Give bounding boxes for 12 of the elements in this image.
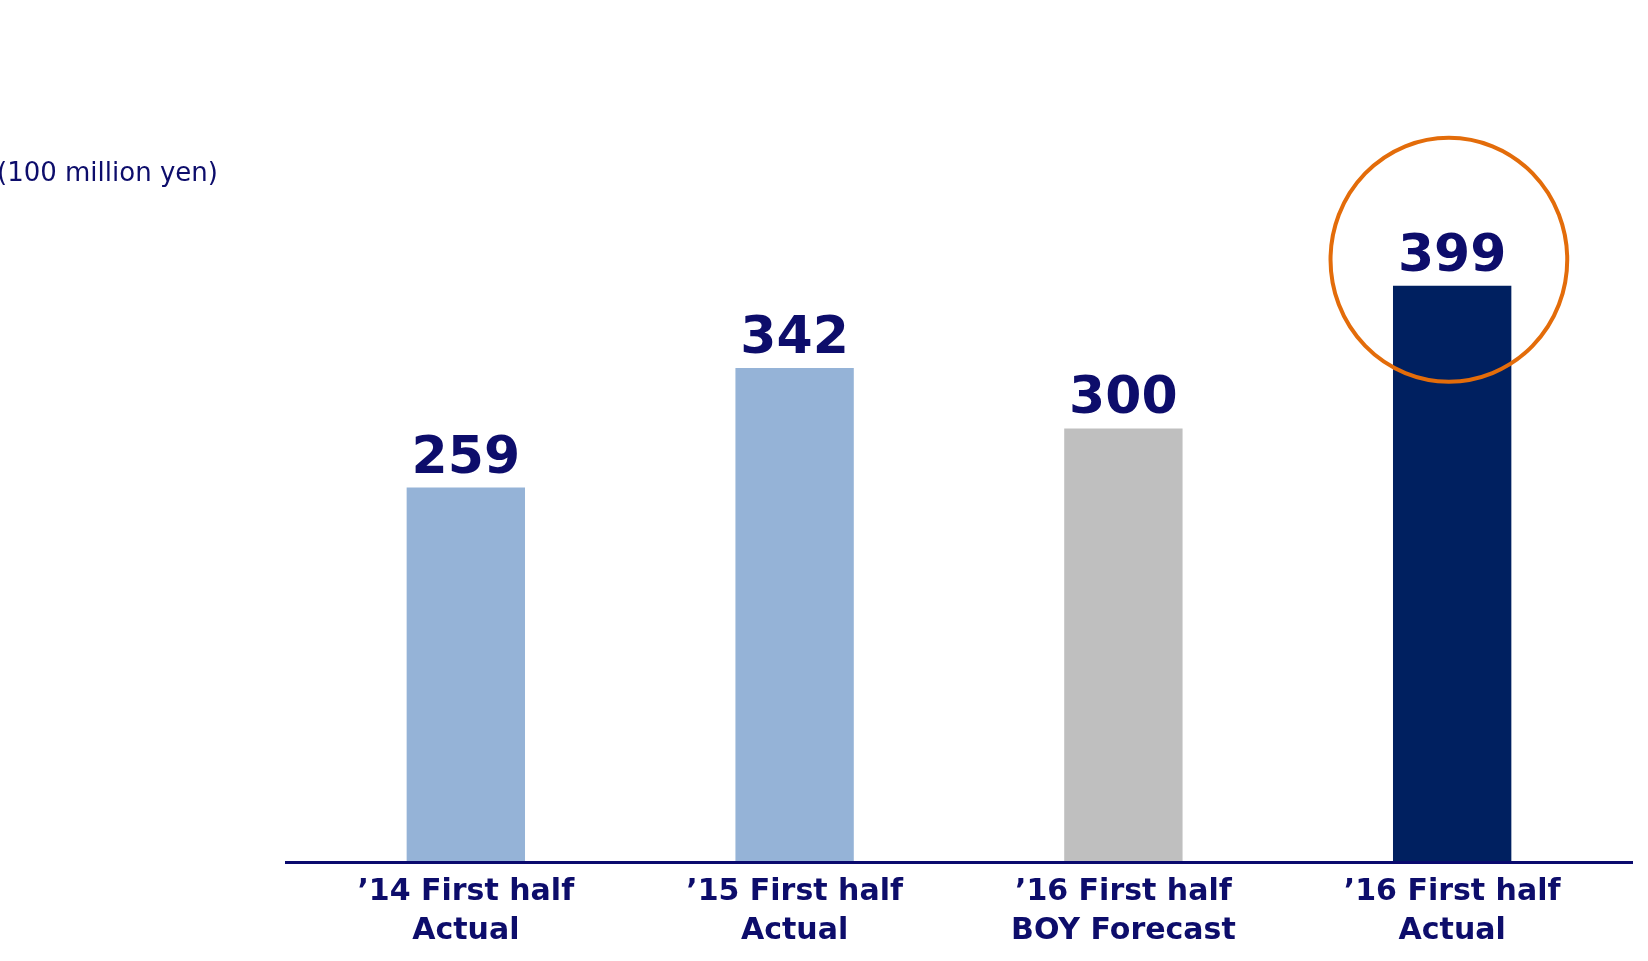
- data-label: 300: [1069, 365, 1178, 426]
- bar: [735, 367, 854, 861]
- bar: [1064, 428, 1183, 861]
- bar: [406, 487, 526, 861]
- text: (100 million yen): [0, 157, 218, 187]
- data-label: 259: [411, 424, 521, 485]
- x-tick-label: ’15 First half Actual: [686, 872, 904, 946]
- x-tick-label: ’14 First half Actual: [357, 872, 576, 946]
- data-label: 342: [740, 304, 849, 365]
- x-tick-label: ’16 First half BOY Forecast: [1011, 872, 1236, 946]
- data-label: 399: [1397, 222, 1507, 283]
- x-tick-label: ’16 First half Actual: [1343, 872, 1562, 946]
